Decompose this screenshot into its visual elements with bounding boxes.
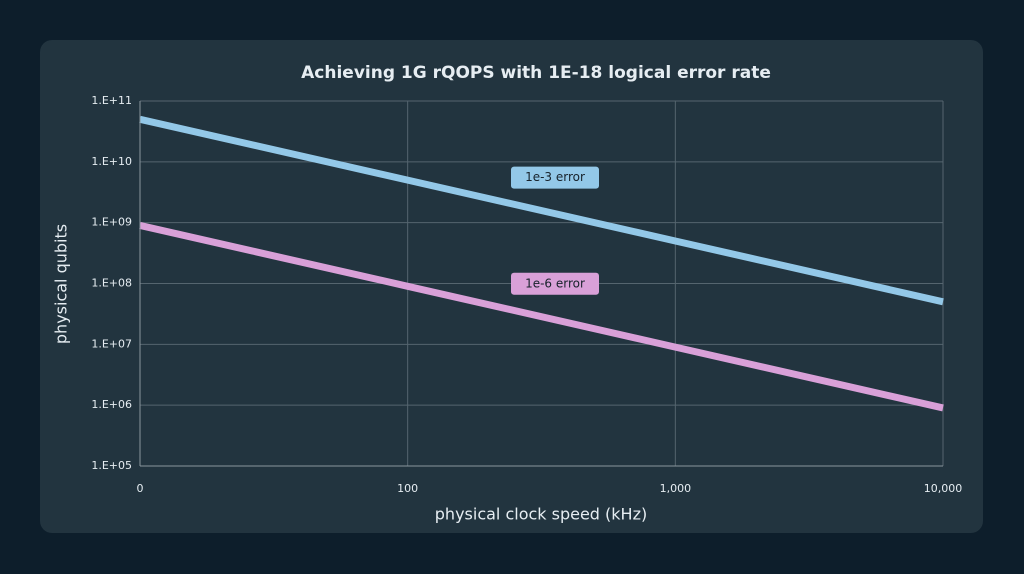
x-tick-label: 10,000	[924, 482, 963, 495]
series-label: 1e-3 error	[525, 170, 585, 184]
x-tick-label: 1,000	[660, 482, 692, 495]
y-axis-label: physical qubits	[52, 224, 71, 344]
y-tick-label: 1.E+10	[91, 155, 132, 168]
y-tick-label: 1.E+09	[91, 216, 132, 229]
series-label-box	[511, 166, 599, 189]
x-axis-label: physical clock speed (kHz)	[435, 505, 647, 524]
series-line	[139, 222, 944, 412]
y-tick-label: 1.E+07	[91, 337, 132, 350]
series-label-box	[511, 272, 599, 295]
y-tick-label: 1.E+06	[91, 398, 132, 411]
y-tick-label: 1.E+08	[91, 277, 132, 290]
y-tick-label: 1.E+11	[91, 94, 132, 107]
chart-title: Achieving 1G rQOPS with 1E-18 logical er…	[301, 63, 771, 83]
x-tick-label: 100	[397, 482, 418, 495]
x-tick-label: 0	[137, 482, 144, 495]
series-label: 1e-6 error	[525, 276, 585, 290]
y-tick-label: 1.E+05	[91, 459, 132, 472]
series-line	[139, 115, 944, 306]
